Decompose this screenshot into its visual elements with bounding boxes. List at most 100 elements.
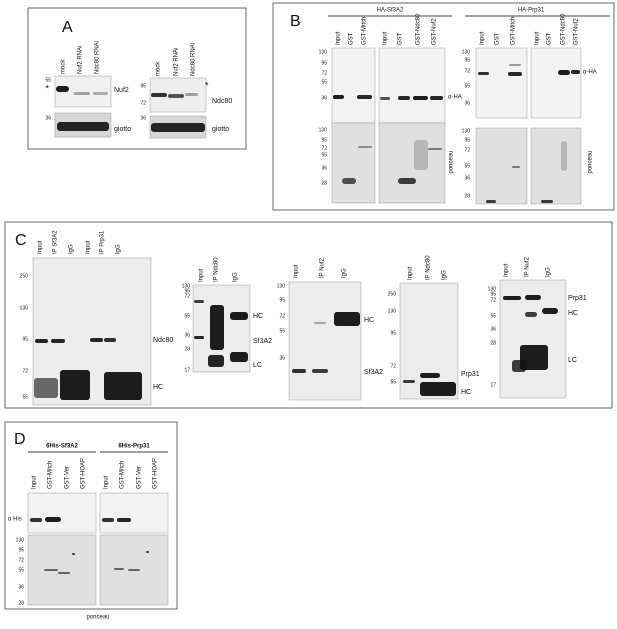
marker-label: 72 <box>22 368 28 374</box>
band <box>104 372 142 400</box>
marker-label: 72 <box>18 557 24 563</box>
band <box>398 178 416 184</box>
panel-frame <box>4 421 178 610</box>
band <box>512 166 520 168</box>
band <box>74 92 90 95</box>
band <box>428 148 442 150</box>
marker-label: 55 <box>390 379 396 385</box>
lane-label: GST-HOAP <box>153 458 159 489</box>
marker-label: 95 <box>140 83 146 89</box>
antibody-label: α His <box>8 517 22 523</box>
panel-label: C <box>15 232 27 249</box>
protein-label: Sf3A2 <box>364 369 383 376</box>
lane-label: Input <box>535 31 541 45</box>
band <box>194 300 204 303</box>
band <box>57 122 109 131</box>
lane-label: GST <box>398 32 404 45</box>
lane-label: Input <box>104 475 110 489</box>
protein-label: Sf3A2 <box>253 338 272 345</box>
protein-label: HC <box>153 384 163 391</box>
band <box>45 517 61 522</box>
marker-label: 55 <box>184 313 190 319</box>
protein-label: LC <box>568 357 577 364</box>
protein-label: giotto <box>212 126 229 133</box>
lane-label: Input <box>32 475 38 489</box>
marker-label: 130 <box>388 308 397 314</box>
protein-label: giotto <box>114 126 131 133</box>
membrane <box>27 492 97 534</box>
band <box>90 338 103 342</box>
band <box>292 369 306 373</box>
stain-label: ponceau <box>86 615 109 621</box>
membrane <box>530 47 582 119</box>
membrane <box>378 122 446 204</box>
band <box>342 178 356 184</box>
band <box>508 72 522 76</box>
membrane <box>27 534 97 606</box>
marker-label: 95 <box>184 288 190 294</box>
band <box>58 572 70 574</box>
band <box>194 336 204 339</box>
marker-label: 130 <box>462 49 471 55</box>
marker-label: 130 <box>16 537 25 543</box>
group-header: HA-Prp31 <box>518 8 545 14</box>
marker-label: 55 <box>45 77 51 83</box>
protein-label: HC <box>568 310 578 317</box>
marker-label: 55 <box>18 567 24 573</box>
lane-label: GST-Ver <box>137 466 143 489</box>
band <box>114 568 124 570</box>
band <box>34 378 58 398</box>
lane-label: IgG <box>342 268 348 278</box>
lane-label: Input <box>480 31 486 45</box>
lane-label: Input <box>336 31 342 45</box>
group-header: 6His-Prp31 <box>118 444 150 450</box>
band <box>146 551 149 553</box>
marker-label: 28 <box>184 346 190 352</box>
band <box>414 140 428 170</box>
marker-label: 95 <box>490 291 496 297</box>
marker-label: 55 <box>490 313 496 319</box>
marker-label: 95 <box>22 336 28 342</box>
marker-label: 28 <box>490 340 496 346</box>
band <box>117 518 131 522</box>
marker-label: 130 <box>182 283 191 289</box>
band <box>525 295 541 300</box>
lane-label: GST <box>495 32 501 45</box>
membrane <box>99 492 169 534</box>
protein-label: LC <box>253 362 262 369</box>
lane-label: Ndc80 RNAi <box>191 43 197 76</box>
lane-label: GST-Mitch <box>362 17 368 45</box>
marker-label: 95 <box>464 137 470 143</box>
lane-label: IgG <box>442 270 448 280</box>
band <box>151 93 167 97</box>
lane-label: GST <box>547 32 553 45</box>
lane-label: IP Ndc80 <box>426 255 432 280</box>
membrane <box>378 47 446 124</box>
asterisk: * <box>45 83 49 93</box>
lane-label: GST <box>349 32 355 45</box>
lane-label: Input <box>294 264 300 278</box>
lane-label: IP Sf3A2 <box>53 230 59 254</box>
lane-label: GST-Nuf2 <box>574 18 580 45</box>
marker-label: 95 <box>18 547 24 553</box>
marker-label: 130 <box>319 127 328 133</box>
asterisk: * <box>205 80 209 90</box>
marker-label: 36 <box>279 355 285 361</box>
band <box>525 312 537 317</box>
lane-label: Ndc80 RNAi <box>95 41 101 74</box>
marker-label: 95 <box>279 297 285 303</box>
protein-label: Prp31 <box>461 371 480 378</box>
membrane <box>399 282 459 400</box>
marker-label: 130 <box>20 305 29 311</box>
marker-label: 130 <box>488 286 497 292</box>
marker-label: 28 <box>321 180 327 186</box>
lane-label: Input <box>86 240 92 254</box>
protein-label: Ndc80 <box>153 337 173 344</box>
band <box>104 338 116 342</box>
lane-label: IP Prp31 <box>100 230 106 254</box>
marker-label: 17 <box>490 382 496 388</box>
marker-label: 36 <box>321 165 327 171</box>
marker-label: 95 <box>321 137 327 143</box>
lane-label: GST-Nuf2 <box>432 18 438 45</box>
marker-label: 130 <box>319 49 328 55</box>
